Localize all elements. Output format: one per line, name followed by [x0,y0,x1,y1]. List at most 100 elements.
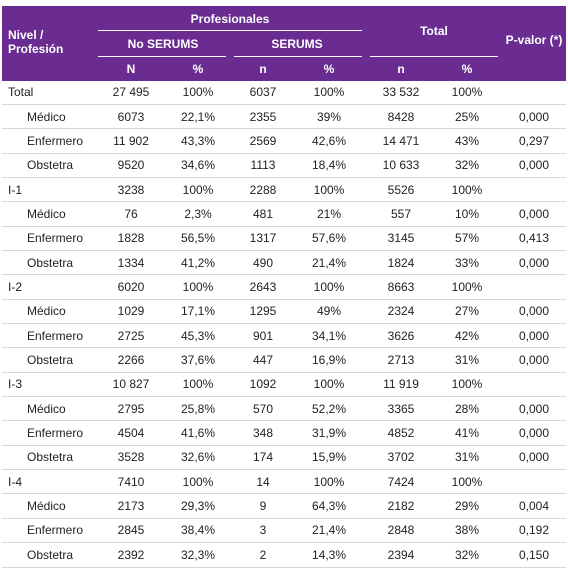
p-value: 0,000 [518,450,550,465]
p-value: 0,000 [518,353,550,368]
cell: 45,3% [180,328,216,343]
cell: 2,3% [184,206,212,221]
cell: 42% [454,328,480,343]
cell: 2324 [387,304,415,319]
cell: 100% [313,182,345,197]
cell: 29,3% [180,499,216,514]
cell: 14,3% [311,547,347,562]
row-rule [2,542,566,544]
cell: 29% [454,499,480,514]
cell: 8663 [387,279,415,294]
cell: 2394 [387,547,415,562]
group-header: Profesionales [190,12,270,26]
cell: 27 495 [112,85,150,100]
row-label: I-2 [8,279,23,294]
cell: 32% [454,158,480,173]
p-value: 0,000 [518,109,550,124]
p-value: 0,150 [518,547,550,562]
row-rule [2,566,566,568]
row-label: Médico [27,401,66,416]
row-label: I-4 [8,474,23,489]
row-rule [2,274,566,276]
row-rule [2,176,566,178]
row-label: Obstetra [27,547,74,562]
row-rule [2,103,566,105]
row-rule [2,396,566,398]
cell: 31,9% [311,426,347,441]
p-value: 0,000 [518,206,550,221]
row-label: I-1 [8,182,23,197]
cell: 100% [182,85,214,100]
rule [370,56,498,57]
cell: 3145 [387,231,415,246]
rule [98,56,226,57]
cell: 25% [454,109,480,124]
p-header: P-valor (*) [505,33,563,47]
row-rule [2,444,566,446]
sub-header: n [397,62,405,76]
cell: 2713 [387,353,415,368]
cell: 2725 [117,328,145,343]
cell: 100% [313,85,345,100]
row-label: Médico [27,206,66,221]
cell: 57,6% [311,231,347,246]
cell: 100% [182,474,214,489]
cell: 5526 [387,182,415,197]
row-rule [2,517,566,519]
row-rule [2,298,566,300]
cell: 2848 [387,523,415,538]
p-value: 0,000 [518,158,550,173]
cell: 11 902 [113,133,149,148]
cell: 7410 [117,474,145,489]
cell: 100% [451,279,483,294]
cell: 2 [259,547,267,562]
row-rule [2,249,566,251]
cell: 34,1% [311,328,347,343]
cell: 2173 [117,499,145,514]
cell: 2266 [117,353,145,368]
cell: 557 [390,206,412,221]
p-value: 0,000 [518,255,550,270]
level-header: Nivel / Profesión [8,28,64,56]
row-label: Médico [27,109,66,124]
p-value: 0,000 [518,328,550,343]
row-label: Obstetra [27,158,74,173]
cell: 2355 [249,109,277,124]
cell: 2643 [249,279,277,294]
row-rule [2,323,566,324]
cell: 76 [124,206,138,221]
cell: 9 [259,499,267,514]
sub-header: N [126,62,136,76]
cell: 100% [451,182,483,197]
cell: 490 [252,255,274,270]
cell: 4852 [387,426,415,441]
cell: 2845 [117,523,145,538]
cell: 41% [454,426,480,441]
cell: 32,3% [180,547,216,562]
cell: 38% [454,523,480,538]
row-label: Enfermero [27,523,84,538]
cell: 7424 [387,474,415,489]
row-rule [2,493,566,495]
cell: 33 532 [382,85,420,100]
cell: 1334 [117,255,145,270]
cell: 42,6% [311,133,347,148]
cell: 17,1% [180,304,216,319]
cell: 43,3% [180,133,216,148]
cell: 1092 [249,377,277,392]
cell: 41,2% [180,255,216,270]
cell: 570 [252,401,274,416]
cell: 1113 [250,158,276,173]
row-label: Enfermero [27,328,84,343]
cell: 32% [454,547,480,562]
cell: 3238 [117,182,145,197]
row-label: I-3 [8,377,23,392]
cell: 8428 [387,109,415,124]
row-label: Total [8,85,34,100]
row-rule [2,469,566,471]
cell: 41,6% [180,426,216,441]
cell: 100% [451,85,483,100]
cell: 21% [316,206,342,221]
cell: 901 [252,328,274,343]
